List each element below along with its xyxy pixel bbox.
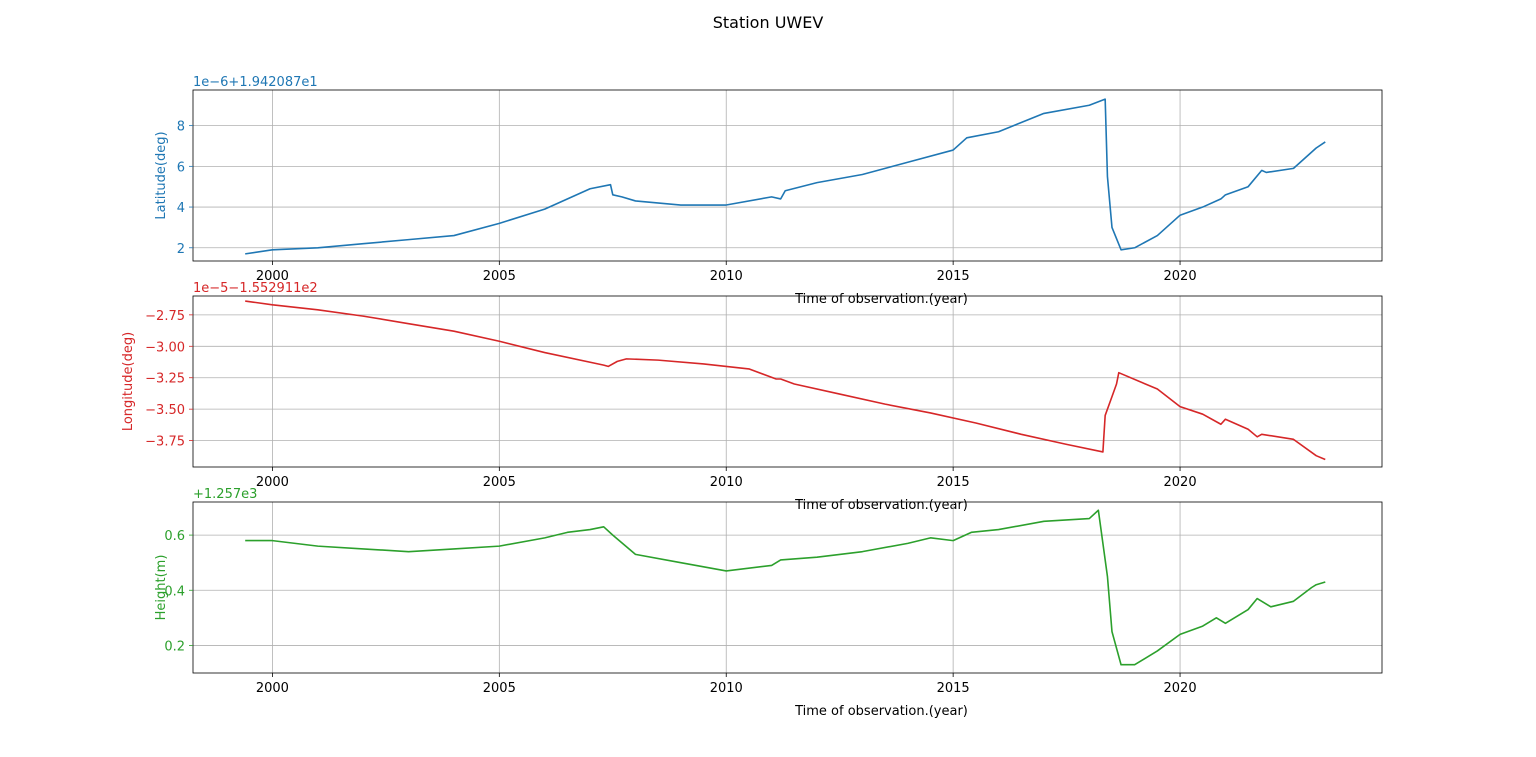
x-tick-label: 2000 bbox=[256, 681, 289, 696]
longitude-y-axis-label: Longitude(deg) bbox=[121, 332, 136, 431]
x-tick-label: 2015 bbox=[937, 269, 970, 284]
x-tick-label: 2005 bbox=[483, 681, 516, 696]
y-tick-label: 2 bbox=[177, 242, 185, 257]
axes-frame bbox=[192, 501, 1383, 674]
x-axis-label: Time of observation.(year) bbox=[794, 292, 968, 307]
latitude-panel: 2000 2005 2010 2015 2020 2 4 6 8 1e−6+1.942087e1 L… bbox=[154, 75, 1383, 307]
y-tick-label: −3.00 bbox=[145, 340, 185, 355]
x-tick-label: 2020 bbox=[1164, 681, 1197, 696]
x-tick-label: 2015 bbox=[937, 681, 970, 696]
x-tick-label: 2020 bbox=[1164, 269, 1197, 284]
x-tick-label: 2015 bbox=[937, 475, 970, 490]
axes-frame bbox=[192, 295, 1383, 468]
axes-frame bbox=[192, 89, 1383, 262]
x-axis-label: Time of observation.(year) bbox=[794, 498, 968, 513]
y-tick-label: 4 bbox=[177, 201, 185, 216]
y-tick-label: 0.6 bbox=[164, 529, 185, 544]
x-axis-label: Time of observation.(year) bbox=[794, 704, 968, 719]
height-y-axis-label: Height(m) bbox=[154, 555, 169, 621]
panel-overlap bbox=[194, 297, 1381, 307]
longitude-offset-text: 1e−5−1.552911e2 bbox=[193, 281, 318, 296]
x-tick-label: 2000 bbox=[256, 475, 289, 490]
x-tick-label: 2010 bbox=[710, 681, 743, 696]
longitude-series-line bbox=[245, 300, 1326, 461]
y-tick-label: 0.4 bbox=[164, 584, 185, 599]
chart-title: Station UWEV bbox=[713, 13, 824, 32]
x-tick-label: 2020 bbox=[1164, 475, 1197, 490]
height-panel: 2000 2005 2010 2015 2020 0.2 0.4 0.6 +1.257e3 Hei… bbox=[154, 487, 1383, 719]
x-tick-label: 2005 bbox=[483, 269, 516, 284]
x-tick-label: 2010 bbox=[710, 269, 743, 284]
y-tick-label: 8 bbox=[177, 120, 185, 135]
latitude-offset-text: 1e−6+1.942087e1 bbox=[193, 75, 318, 90]
longitude-panel: 2000 2005 2010 2015 2020 −2.75 −3.00 −3.25 −3.50… bbox=[121, 281, 1383, 513]
height-offset-text: +1.257e3 bbox=[193, 487, 257, 502]
height-series-line bbox=[245, 509, 1326, 666]
y-tick-label: −3.50 bbox=[145, 403, 185, 418]
latitude-y-axis-label: Latitude(deg) bbox=[154, 131, 169, 219]
latitude-series-line bbox=[245, 98, 1326, 255]
y-tick-label: 0.2 bbox=[164, 639, 185, 654]
x-tick-label: 2010 bbox=[710, 475, 743, 490]
y-tick-label: 6 bbox=[177, 160, 185, 175]
x-tick-label: 2005 bbox=[483, 475, 516, 490]
panel-overlap bbox=[194, 503, 1381, 513]
x-tick-label: 2000 bbox=[256, 269, 289, 284]
y-tick-label: −2.75 bbox=[145, 309, 185, 324]
y-tick-label: −3.25 bbox=[145, 372, 185, 387]
y-tick-label: −3.75 bbox=[145, 435, 185, 450]
